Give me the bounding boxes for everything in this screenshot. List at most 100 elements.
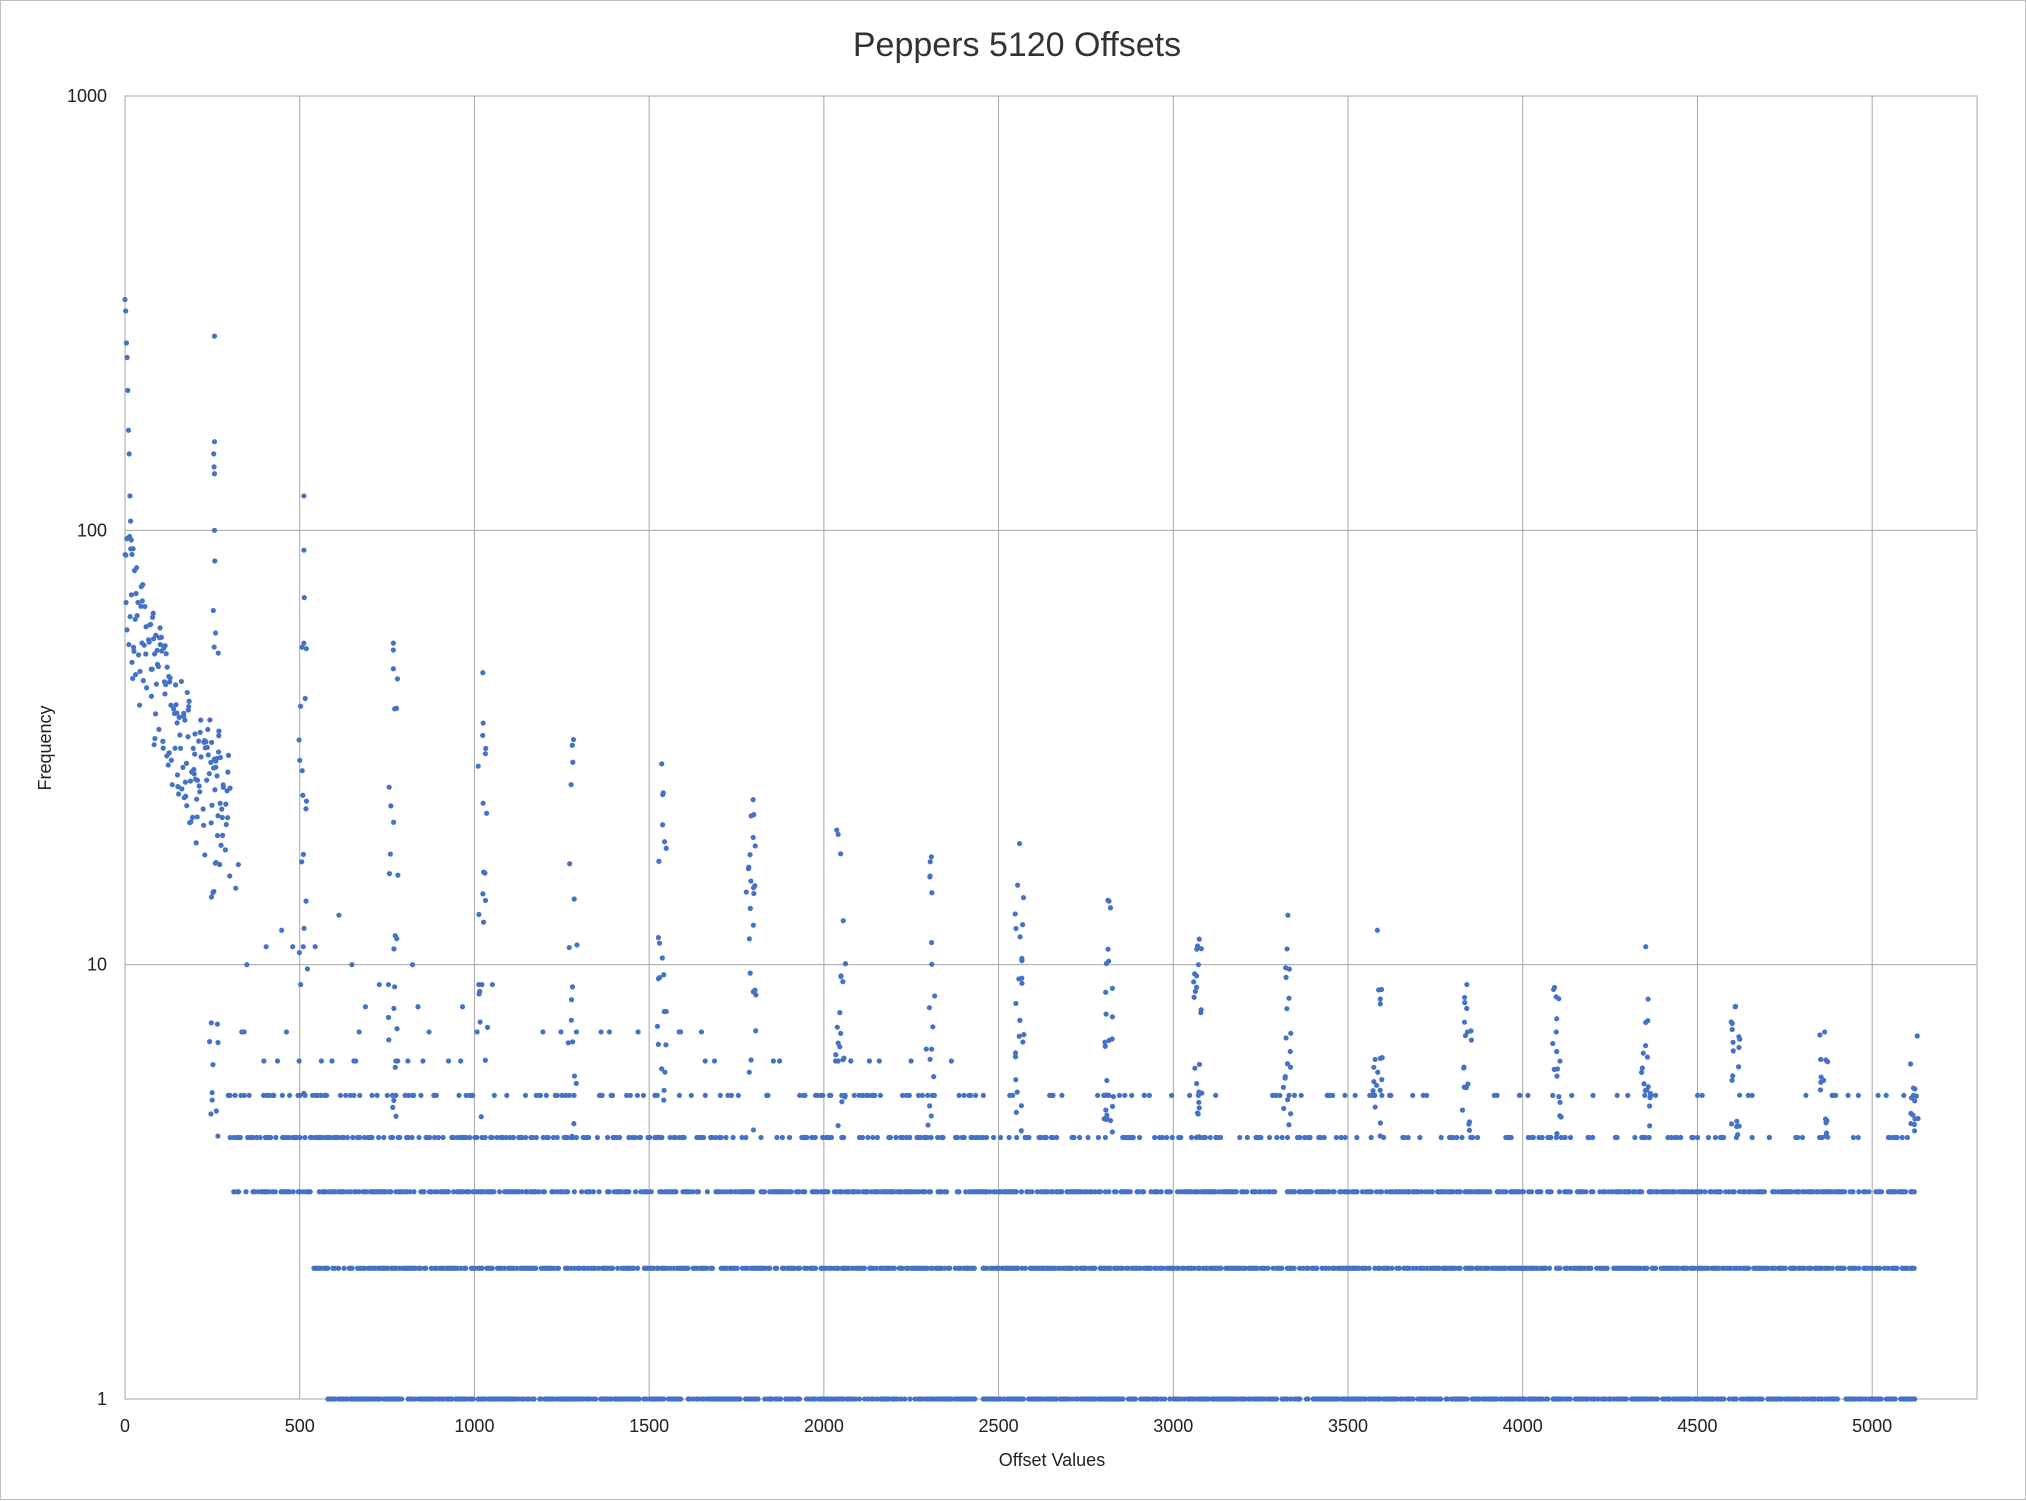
data-point bbox=[1298, 1092, 1304, 1099]
data-point bbox=[1462, 1000, 1468, 1006]
data-point bbox=[1120, 1396, 1126, 1402]
data-point bbox=[1020, 895, 1027, 901]
data-point bbox=[874, 1134, 880, 1141]
data-point bbox=[659, 955, 665, 961]
data-point bbox=[635, 1265, 641, 1271]
data-point bbox=[301, 493, 307, 499]
data-point bbox=[175, 784, 181, 790]
data-point bbox=[1502, 1265, 1509, 1271]
data-point bbox=[271, 1092, 277, 1099]
data-point bbox=[1016, 976, 1022, 982]
data-point bbox=[661, 1097, 667, 1103]
data-point bbox=[774, 1265, 780, 1271]
data-point bbox=[1522, 1396, 1528, 1402]
x-tick-label: 3000 bbox=[1153, 1416, 1193, 1436]
data-point bbox=[1102, 1189, 1108, 1195]
data-point bbox=[1381, 1134, 1387, 1141]
data-point bbox=[739, 1134, 745, 1141]
data-point bbox=[362, 1004, 369, 1010]
data-point bbox=[856, 1189, 862, 1195]
data-point bbox=[1272, 1092, 1278, 1099]
data-point bbox=[1503, 1189, 1509, 1195]
data-point bbox=[489, 1134, 495, 1141]
data-point bbox=[522, 1092, 529, 1099]
data-point bbox=[568, 997, 575, 1003]
data-point bbox=[550, 1134, 557, 1141]
data-point bbox=[489, 1265, 495, 1271]
data-point bbox=[1021, 1032, 1027, 1038]
data-point bbox=[802, 1092, 808, 1099]
data-point bbox=[394, 676, 401, 682]
data-point bbox=[564, 1134, 570, 1141]
data-point bbox=[536, 1092, 542, 1099]
data-point bbox=[382, 1189, 389, 1195]
data-point bbox=[1901, 1092, 1907, 1099]
data-point bbox=[1914, 1033, 1920, 1039]
data-point bbox=[220, 784, 226, 790]
data-point bbox=[1554, 1131, 1560, 1137]
data-point bbox=[1910, 1085, 1917, 1091]
data-point bbox=[838, 973, 844, 980]
data-point bbox=[654, 1023, 661, 1029]
data-point bbox=[776, 1058, 783, 1064]
data-point bbox=[745, 866, 752, 872]
data-point bbox=[231, 1189, 237, 1195]
data-point bbox=[590, 1189, 597, 1195]
data-point bbox=[928, 1134, 934, 1141]
data-point bbox=[348, 1189, 354, 1195]
data-point bbox=[568, 782, 574, 788]
data-point bbox=[568, 1017, 574, 1023]
data-point bbox=[133, 590, 139, 597]
data-point bbox=[734, 1265, 740, 1271]
data-point bbox=[1550, 1092, 1556, 1099]
data-point bbox=[930, 1024, 936, 1030]
data-point bbox=[1167, 1396, 1173, 1402]
data-point bbox=[1779, 1396, 1785, 1402]
data-point bbox=[1841, 1265, 1847, 1271]
data-point bbox=[192, 731, 198, 737]
data-point bbox=[1283, 965, 1289, 971]
data-point bbox=[678, 1396, 684, 1402]
data-point bbox=[1019, 958, 1025, 964]
data-point bbox=[451, 1134, 457, 1141]
data-point bbox=[648, 1189, 654, 1195]
data-point bbox=[957, 1265, 964, 1271]
data-point bbox=[837, 1010, 843, 1016]
data-point bbox=[540, 1029, 546, 1035]
data-point bbox=[1614, 1134, 1620, 1141]
data-point bbox=[1288, 1030, 1294, 1036]
data-point bbox=[1632, 1189, 1638, 1195]
data-point bbox=[1181, 1396, 1187, 1402]
data-point bbox=[1122, 1092, 1128, 1099]
data-point bbox=[1520, 1189, 1526, 1195]
data-point bbox=[1907, 1061, 1914, 1067]
data-point bbox=[211, 644, 217, 650]
data-point bbox=[1406, 1189, 1413, 1195]
data-point bbox=[660, 822, 666, 828]
data-point bbox=[928, 939, 935, 946]
data-point bbox=[1103, 1011, 1109, 1017]
data-point bbox=[233, 885, 239, 891]
data-point bbox=[1085, 1134, 1091, 1141]
data-point bbox=[1815, 1189, 1821, 1195]
data-point bbox=[1558, 1134, 1564, 1141]
data-point bbox=[1625, 1092, 1631, 1099]
data-point bbox=[695, 1189, 702, 1195]
data-point bbox=[1012, 1050, 1019, 1056]
data-point bbox=[797, 1265, 803, 1271]
data-point bbox=[1284, 946, 1290, 952]
data-point bbox=[296, 950, 302, 956]
data-point bbox=[725, 1092, 731, 1099]
data-point bbox=[1583, 1189, 1589, 1195]
data-point bbox=[177, 732, 183, 738]
data-point bbox=[491, 1092, 497, 1099]
data-point bbox=[139, 598, 145, 604]
data-point bbox=[1006, 1134, 1012, 1141]
data-point bbox=[927, 1056, 933, 1062]
data-point bbox=[1016, 1033, 1022, 1039]
data-point bbox=[599, 1092, 605, 1099]
data-point bbox=[552, 1092, 558, 1099]
data-point bbox=[392, 706, 398, 712]
data-point bbox=[1297, 1396, 1303, 1402]
data-point bbox=[927, 873, 933, 879]
